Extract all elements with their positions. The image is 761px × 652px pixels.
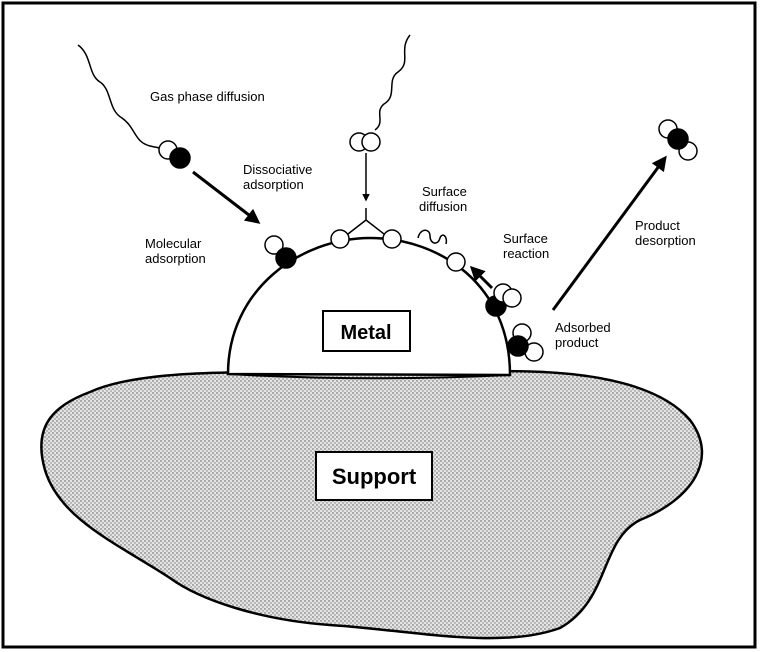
metal-base-line xyxy=(227,373,511,380)
label-surface-diffusion-line1: Surface xyxy=(422,184,467,199)
dissociation-split-lines xyxy=(347,208,385,235)
atom-left xyxy=(330,229,350,249)
label-product-desorption-line2: desorption xyxy=(635,233,696,248)
label-surface-diffusion-line2: diffusion xyxy=(419,199,467,214)
incoming-molecule xyxy=(158,140,191,169)
label-molecular-adsorption: Molecular adsorption xyxy=(145,236,206,266)
label-molecular-line2: adsorption xyxy=(145,251,206,266)
molecular-adsorption-arrow xyxy=(192,170,261,224)
label-product-desorption: Product desorption xyxy=(635,218,696,248)
reacting-molecule xyxy=(485,283,522,317)
metal-label: Metal xyxy=(340,322,391,344)
label-surface-reaction-line1: Surface xyxy=(503,231,548,246)
diffusing-atom xyxy=(446,252,466,272)
label-adsorbed-product: Adsorbed product xyxy=(555,320,614,350)
product-desorption-arrow xyxy=(551,155,667,311)
support-label: Support xyxy=(332,464,417,489)
label-dissociative-adsorption: Dissociative adsorption xyxy=(243,162,316,192)
label-adsorbed-product-line2: product xyxy=(555,335,599,350)
support-label-box xyxy=(315,451,433,501)
label-dissociative-line1: Dissociative xyxy=(243,162,312,177)
label-gas-phase-diffusion: Gas phase diffusion xyxy=(150,89,265,104)
surface-reaction-arrow xyxy=(469,265,494,290)
desorbed-product-molecule xyxy=(658,119,698,161)
dissociative-wavy-line xyxy=(374,34,411,131)
surface-diffusion-squiggle xyxy=(417,229,448,245)
metal-label-box xyxy=(322,310,411,352)
label-product-desorption-line1: Product xyxy=(635,218,680,233)
adsorbed-product-molecule xyxy=(507,323,544,362)
label-surface-reaction: Surface reaction xyxy=(503,231,551,261)
atom-right xyxy=(382,229,402,249)
label-molecular-line1: Molecular xyxy=(145,236,202,251)
adsorbed-molecule xyxy=(264,235,297,269)
gas-diffusion-wavy-line xyxy=(77,44,169,153)
label-adsorbed-product-line1: Adsorbed xyxy=(555,320,611,335)
label-surface-diffusion: Surface diffusion xyxy=(419,184,470,214)
label-surface-reaction-line2: reaction xyxy=(503,246,549,261)
diatomic-molecule xyxy=(349,132,381,152)
label-dissociative-line2: adsorption xyxy=(243,177,304,192)
